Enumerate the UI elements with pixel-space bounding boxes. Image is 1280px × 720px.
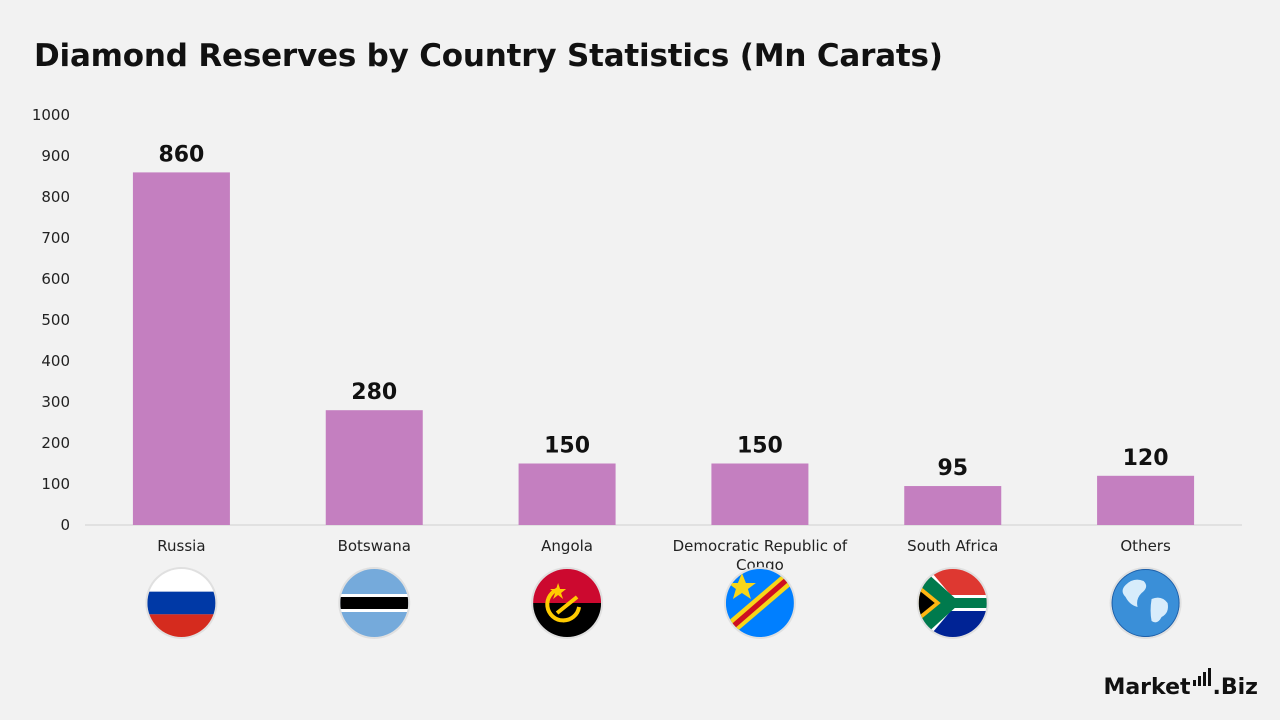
x-axis-ticks: Russia Botswana Angola Democratic Republic … [157, 537, 1171, 574]
x-tick-label: South Africa [907, 537, 998, 555]
bar [325, 410, 423, 525]
data-labels: 860 280 150 150 95 120 [158, 142, 1168, 481]
brand-bars-icon [1192, 668, 1211, 686]
bar [904, 486, 1002, 525]
brand-left: Market [1103, 675, 1191, 700]
data-label: 95 [937, 456, 968, 481]
bars [132, 172, 1195, 525]
y-tick-label: 500 [41, 311, 70, 329]
brand-logo: Market .Biz [1103, 668, 1258, 700]
y-tick-label: 400 [41, 352, 70, 370]
bar [518, 463, 616, 525]
globe-icon [1109, 567, 1182, 639]
south-africa-flag-icon [916, 567, 989, 639]
bar [1097, 475, 1195, 525]
y-tick-label: 1000 [32, 106, 70, 124]
y-tick-label: 600 [41, 270, 70, 288]
data-label: 150 [544, 434, 590, 459]
botswana-flag-icon [338, 567, 411, 639]
data-label: 860 [158, 142, 204, 167]
y-tick-label: 700 [41, 229, 70, 247]
data-label: 150 [737, 434, 783, 459]
y-axis: 0 100 200 300 400 500 600 700 800 900 1000 [32, 106, 70, 534]
y-tick-label: 800 [41, 188, 70, 206]
y-tick-label: 200 [41, 434, 70, 452]
brand-right: .Biz [1212, 675, 1258, 700]
bar [711, 463, 809, 525]
y-tick-label: 900 [41, 147, 70, 165]
data-label: 120 [1123, 446, 1169, 471]
x-tick-label: Botswana [338, 537, 411, 555]
x-tick-label: Russia [157, 537, 205, 555]
russia-flag-icon [145, 567, 218, 639]
flags [145, 567, 1182, 639]
data-label: 280 [351, 380, 397, 405]
y-tick-label: 100 [41, 475, 70, 493]
drc-flag-icon [723, 567, 796, 639]
x-tick-label: Angola [541, 537, 593, 555]
angola-flag-icon [531, 567, 604, 639]
x-tick-label: Others [1120, 537, 1171, 555]
y-tick-label: 300 [41, 393, 70, 411]
chart-title: Diamond Reserves by Country Statistics (… [34, 38, 943, 74]
y-tick-label: 0 [60, 516, 70, 534]
bar [132, 172, 230, 525]
